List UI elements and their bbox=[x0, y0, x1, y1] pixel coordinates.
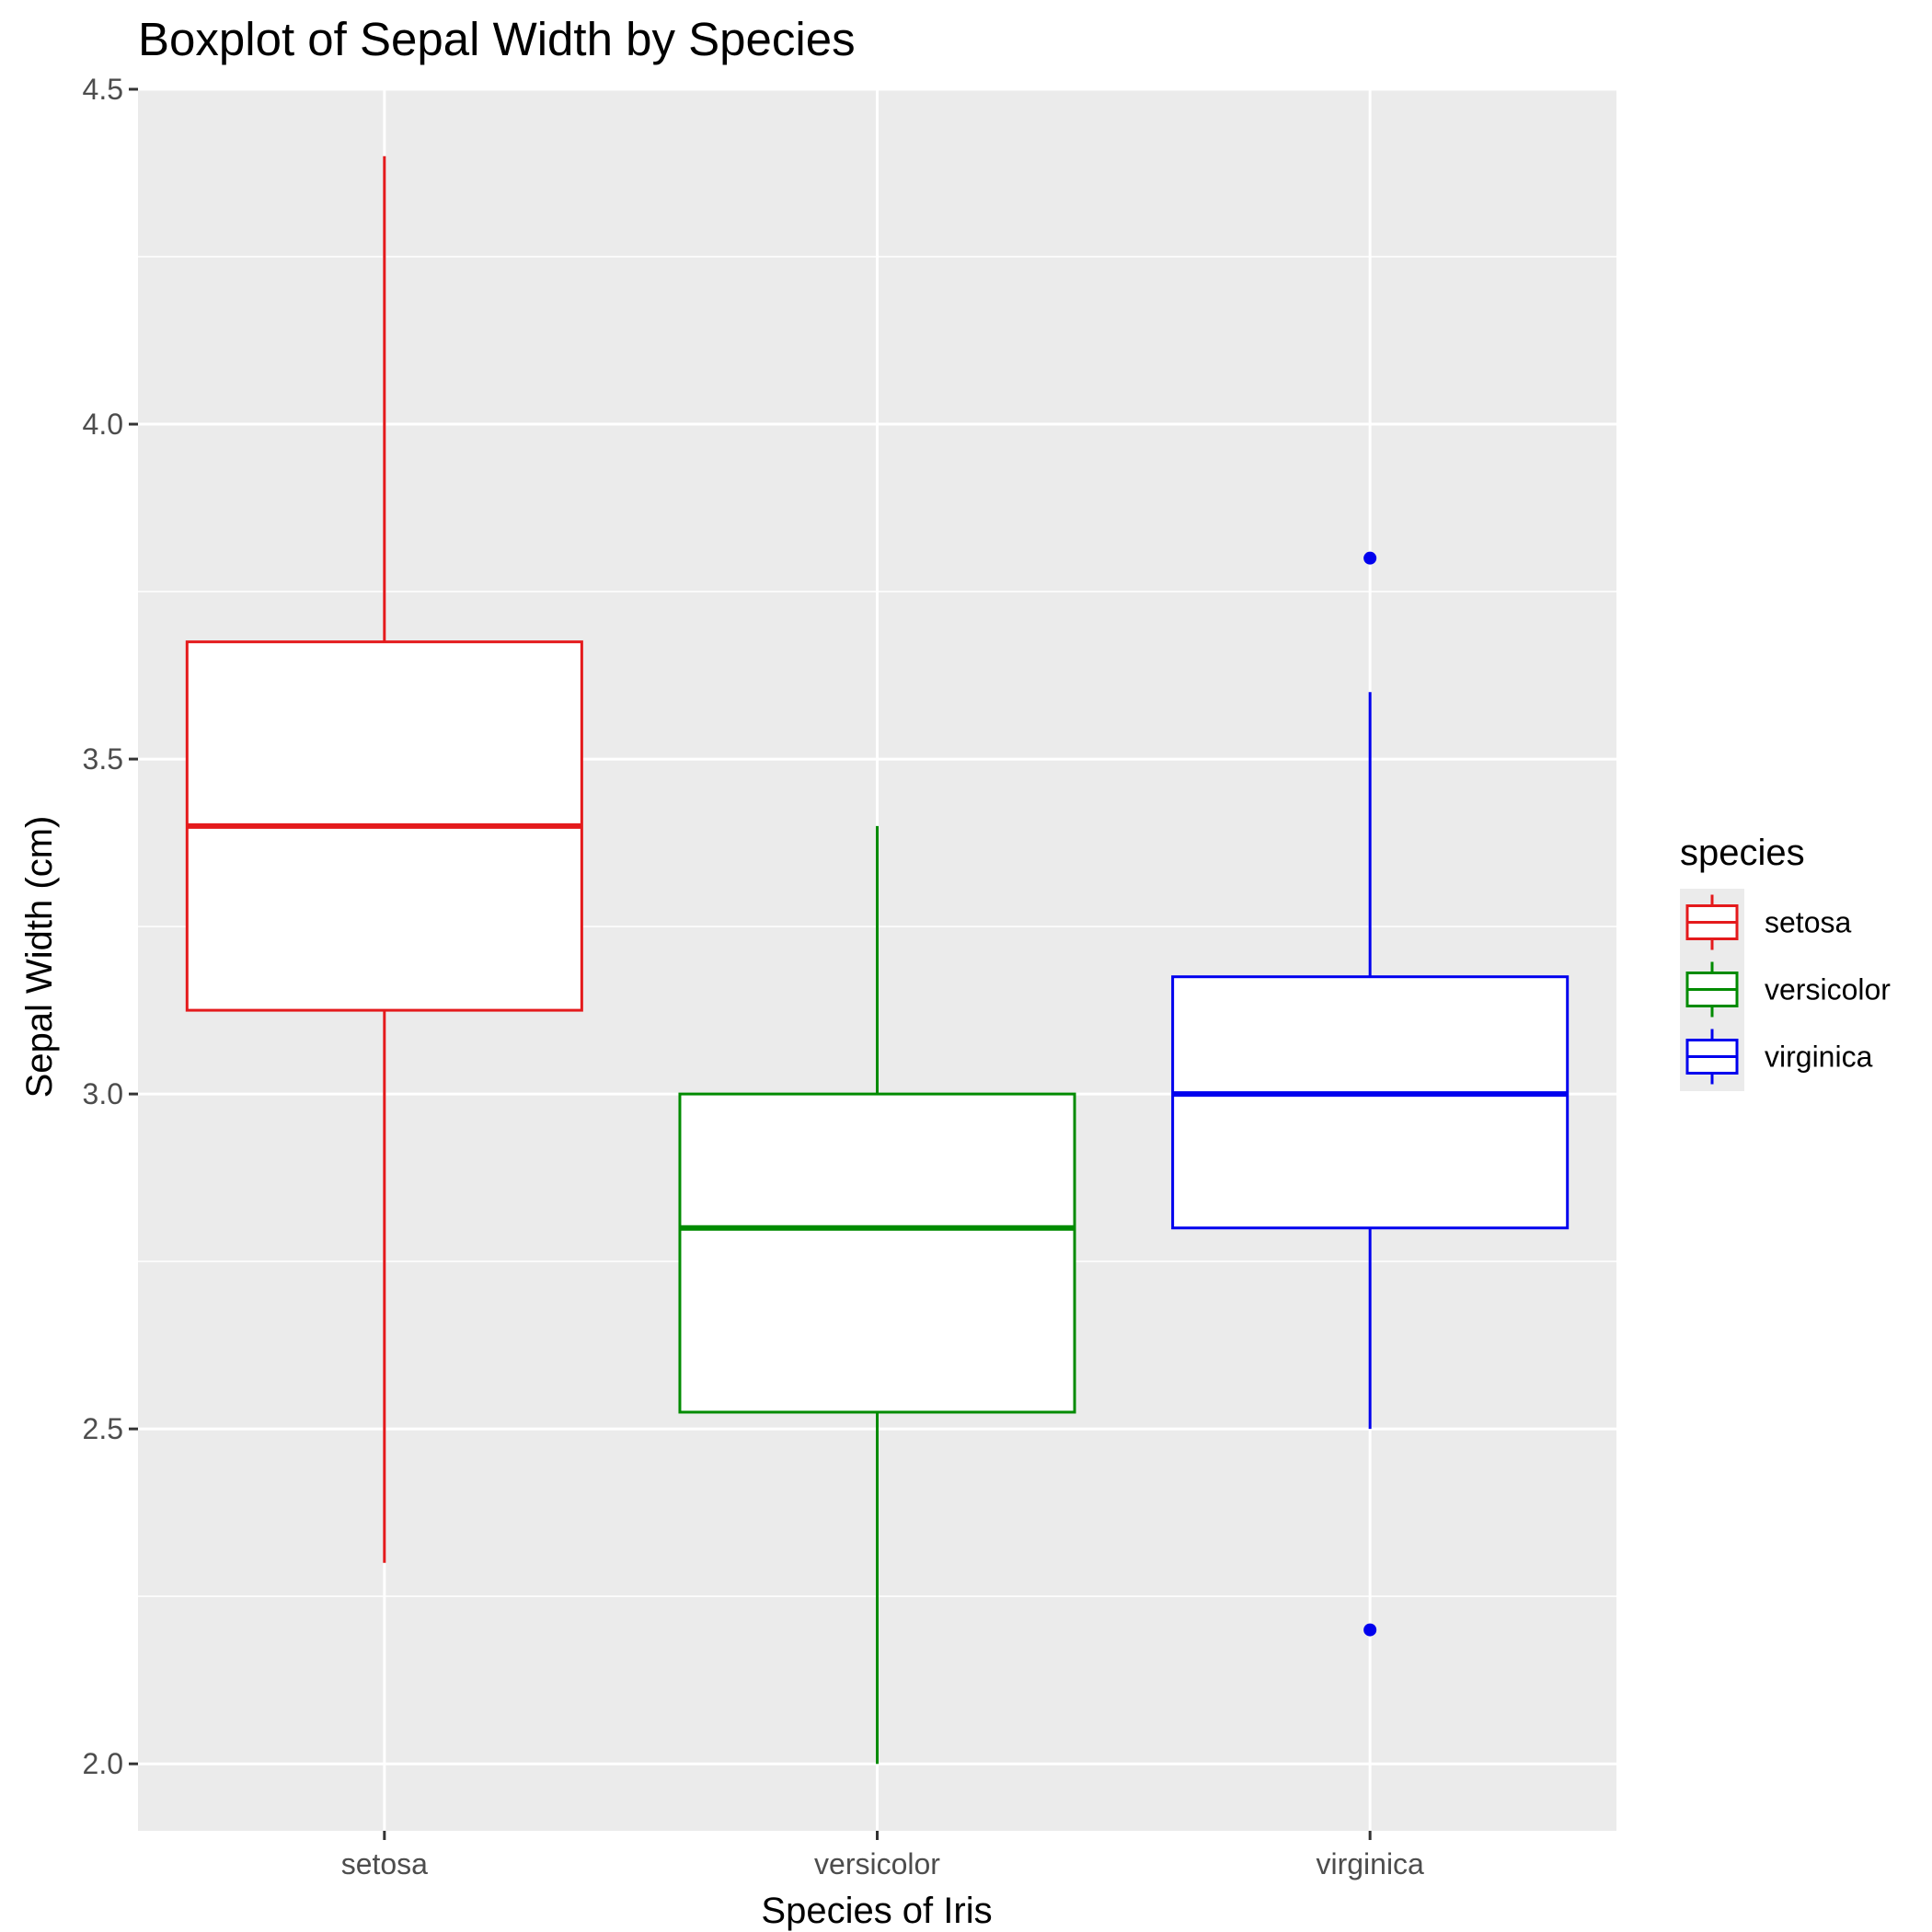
legend: species setosa versicolor virginica bbox=[1680, 833, 1891, 1091]
y-tick-label: 2.5 bbox=[83, 1412, 123, 1445]
x-axis-title: Species of Iris bbox=[761, 1891, 992, 1931]
x-tick-label: virginica bbox=[1316, 1847, 1424, 1880]
y-axis-title: Sepal Width (cm) bbox=[19, 816, 60, 1098]
y-tick-label: 3.5 bbox=[83, 742, 123, 776]
legend-item-setosa: setosa bbox=[1685, 894, 1851, 950]
outlier-point bbox=[1363, 1623, 1377, 1637]
box-body bbox=[1171, 975, 1570, 1230]
y-axis: 2.0 2.5 3.0 3.5 4.0 4.5 bbox=[83, 73, 138, 1780]
box-series bbox=[185, 155, 1570, 1765]
chart-title: Boxplot of Sepal Width by Species bbox=[138, 13, 856, 65]
y-tick-label: 4.0 bbox=[83, 408, 123, 441]
legend-label: virginica bbox=[1765, 1041, 1873, 1074]
legend-item-virginica: virginica bbox=[1685, 1029, 1873, 1085]
box-versicolor bbox=[678, 825, 1076, 1765]
x-tick-label: versicolor bbox=[814, 1847, 940, 1880]
legend-items: setosa versicolor virginica bbox=[1685, 894, 1891, 1085]
legend-title: species bbox=[1680, 833, 1805, 873]
y-tick-label: 4.5 bbox=[83, 73, 123, 106]
box-setosa bbox=[185, 155, 583, 1563]
box-virginica bbox=[1171, 551, 1570, 1637]
legend-label: versicolor bbox=[1765, 973, 1891, 1006]
x-axis: setosa versicolor virginica bbox=[341, 1831, 1424, 1880]
box-body bbox=[678, 1092, 1076, 1414]
y-tick-label: 2.0 bbox=[83, 1747, 123, 1780]
y-tick-label: 3.0 bbox=[83, 1077, 123, 1110]
legend-item-versicolor: versicolor bbox=[1685, 961, 1891, 1018]
legend-label: setosa bbox=[1765, 906, 1851, 939]
outlier-point bbox=[1363, 551, 1377, 565]
x-tick-label: setosa bbox=[341, 1847, 428, 1880]
